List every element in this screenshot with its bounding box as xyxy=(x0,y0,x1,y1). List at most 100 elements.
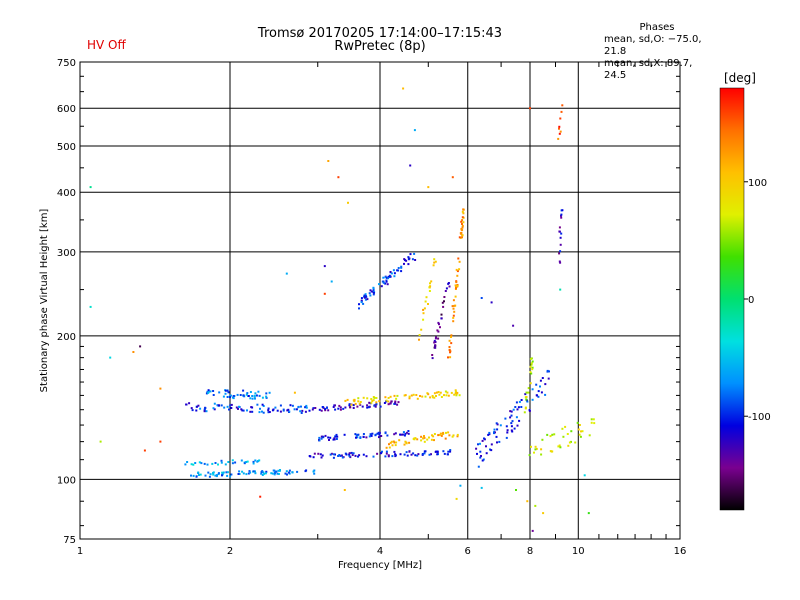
echo-point xyxy=(374,405,377,408)
echo-point xyxy=(558,260,561,263)
echo-point xyxy=(450,391,453,394)
echo-point xyxy=(574,441,577,444)
echo-point xyxy=(432,264,435,267)
echo-point xyxy=(336,435,339,438)
x-tick-label: 6 xyxy=(465,546,471,557)
echo-point xyxy=(381,450,383,453)
echo-point xyxy=(252,470,255,473)
echo-point xyxy=(423,435,425,437)
echo-point xyxy=(378,400,381,403)
echo-point xyxy=(455,268,458,271)
echo-point xyxy=(423,436,426,439)
echo-point xyxy=(449,450,452,453)
echo-point xyxy=(320,435,323,438)
echo-point xyxy=(383,402,386,404)
echo-point xyxy=(339,408,342,411)
echo-point xyxy=(387,277,390,280)
echo-point xyxy=(452,320,455,323)
echo-point xyxy=(481,459,484,462)
echo-point xyxy=(227,391,230,394)
echo-point xyxy=(186,461,189,463)
phase-stats-heading: Phases xyxy=(639,22,675,33)
echo-point xyxy=(251,397,254,400)
echo-point xyxy=(272,469,275,472)
echo-point xyxy=(413,129,416,132)
y-tick-label: 200 xyxy=(57,332,76,343)
echo-point xyxy=(531,360,534,363)
echo-point xyxy=(270,472,273,475)
echo-point xyxy=(185,403,188,406)
echo-point xyxy=(195,405,198,408)
echo-point xyxy=(213,402,216,405)
echo-point xyxy=(461,236,463,239)
echo-point xyxy=(444,390,447,393)
echo-point xyxy=(455,497,458,500)
echo-point xyxy=(559,236,562,239)
echo-point xyxy=(338,404,341,407)
echo-point xyxy=(356,436,359,439)
echo-point xyxy=(407,432,410,435)
echo-point xyxy=(564,425,567,428)
echo-point xyxy=(229,404,232,407)
echo-point xyxy=(360,297,363,300)
echo-point xyxy=(448,339,451,342)
echo-point xyxy=(373,404,376,407)
echo-point xyxy=(220,404,223,407)
echo-point xyxy=(261,396,264,399)
chart-title-line1: Tromsø 20170205 17:14:00–17:15:43 xyxy=(257,26,503,41)
echo-point xyxy=(262,471,265,474)
echo-point xyxy=(393,272,396,275)
echo-point xyxy=(366,406,369,409)
echo-point xyxy=(516,424,519,427)
echo-point xyxy=(203,408,206,411)
echo-point xyxy=(319,453,322,456)
echo-point xyxy=(394,400,397,403)
echo-point xyxy=(531,368,534,371)
echo-point xyxy=(287,471,290,474)
echo-point xyxy=(453,304,456,307)
echo-point xyxy=(258,459,261,462)
echo-point xyxy=(422,437,424,440)
echo-point xyxy=(490,449,493,452)
echo-point xyxy=(243,462,246,465)
echo-point xyxy=(558,127,560,130)
echo-point xyxy=(391,444,394,447)
echo-point xyxy=(258,411,261,414)
echo-point xyxy=(477,443,479,446)
echo-point xyxy=(414,437,417,440)
echo-point xyxy=(505,436,508,439)
echo-point xyxy=(399,453,402,456)
echo-point xyxy=(451,435,454,438)
echo-point xyxy=(440,313,443,316)
echo-point xyxy=(254,472,257,475)
echo-point xyxy=(577,428,580,431)
echo-point xyxy=(443,296,446,298)
echo-point xyxy=(446,453,449,456)
echo-point xyxy=(482,458,485,461)
echo-point xyxy=(282,409,285,412)
echo-point xyxy=(587,512,590,515)
echo-point xyxy=(460,227,463,230)
phase-stats: Phases mean, sd,O: −75.0, 21.8 mean, sd,… xyxy=(604,22,710,82)
x-tick-label: 10 xyxy=(572,546,585,557)
plot-frame xyxy=(79,61,681,540)
echo-point xyxy=(488,431,491,434)
echo-point xyxy=(558,444,561,447)
echo-point xyxy=(370,401,373,404)
echo-point xyxy=(410,394,413,397)
phase-colorbar xyxy=(719,87,745,511)
echo-point xyxy=(337,455,340,457)
echo-point xyxy=(434,260,437,263)
echo-point xyxy=(475,447,478,450)
echo-point xyxy=(222,471,225,474)
echo-point xyxy=(242,409,245,412)
echo-point xyxy=(441,433,444,435)
echo-point xyxy=(224,389,227,392)
echo-point xyxy=(385,446,388,449)
echo-point xyxy=(535,394,538,397)
echo-point xyxy=(354,454,357,457)
y-tick-label: 75 xyxy=(63,535,76,546)
echo-point xyxy=(194,462,197,464)
echo-point xyxy=(388,443,390,446)
echo-point xyxy=(366,404,369,407)
